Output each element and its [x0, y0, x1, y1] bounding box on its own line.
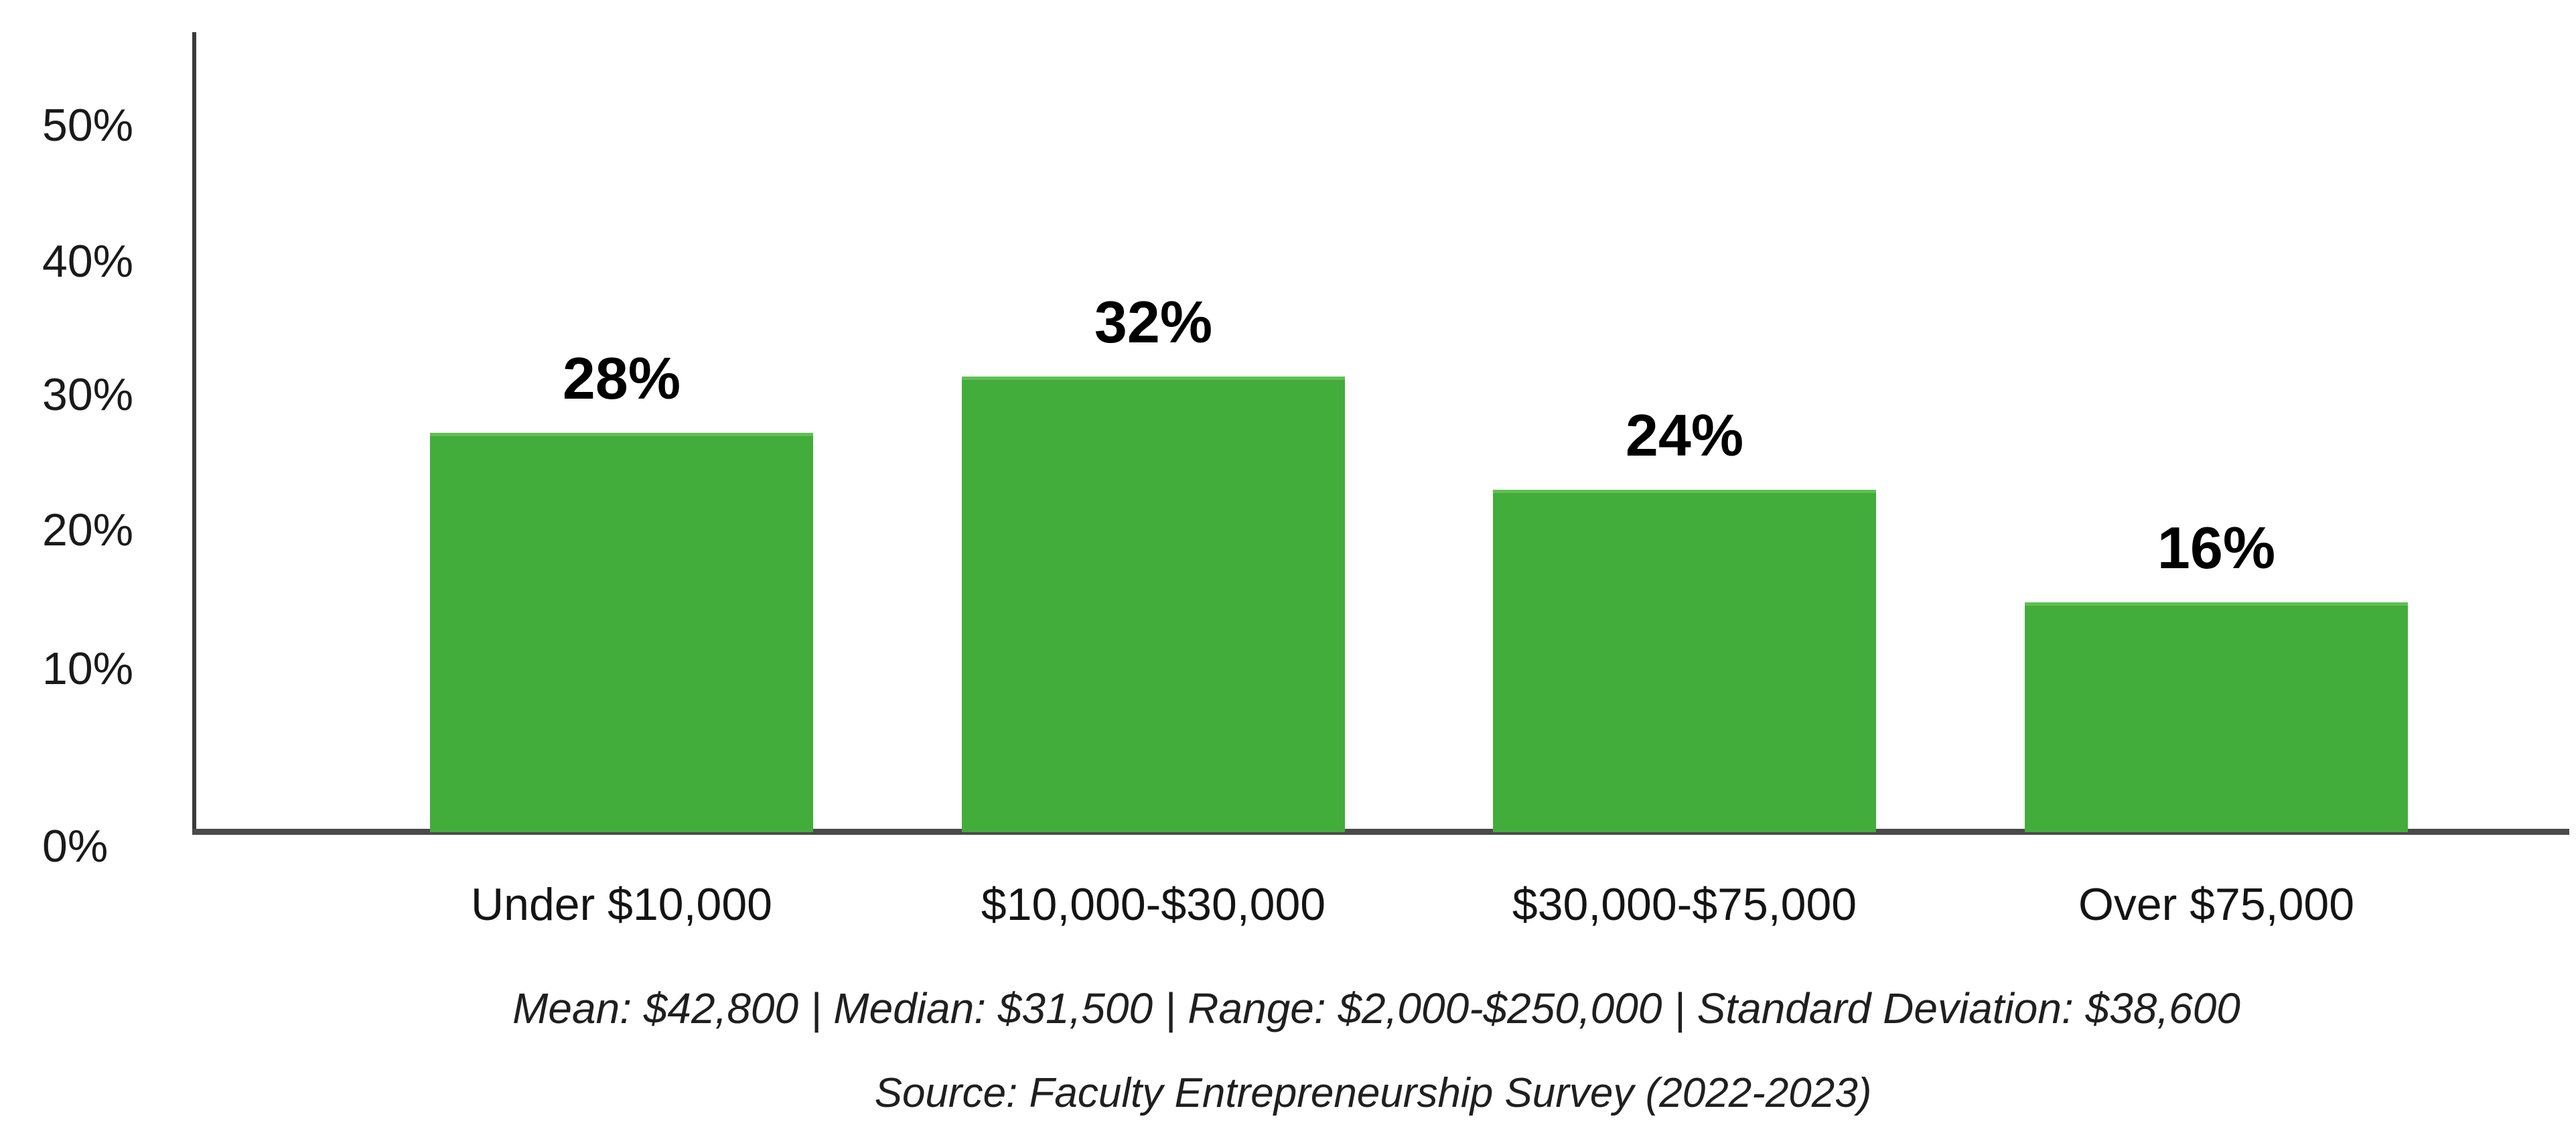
bar-value-label: 28%	[562, 345, 681, 411]
category-label-over-75000: Over $75,000	[2078, 879, 2355, 930]
summary-statistics-line: Mean: $42,800 | Median: $31,500 | Range:…	[512, 984, 2240, 1032]
bar-under-10000	[430, 433, 813, 832]
y-tick-label-0: 0%	[42, 821, 109, 872]
y-tick-label-30: 30%	[42, 369, 134, 420]
y-tick-label-20: 20%	[42, 505, 134, 555]
category-label-30000-75000: $30,000-$75,000	[1512, 879, 1857, 930]
y-tick-label-50: 50%	[42, 100, 134, 151]
bar-value-label: 32%	[1094, 289, 1213, 355]
bar-10000-30000	[962, 377, 1345, 832]
source-attribution-line: Source: Faculty Entrepreneurship Survey …	[874, 1070, 1872, 1116]
x-axis-line	[192, 829, 2569, 835]
y-tick-label-40: 40%	[42, 236, 134, 287]
category-label-10000-30000: $10,000-$30,000	[981, 879, 1326, 930]
bar-30000-75000	[1493, 490, 1876, 832]
bar-value-label: 24%	[1625, 402, 1744, 468]
y-axis-line	[192, 32, 196, 833]
bar-value-label: 16%	[2157, 515, 2276, 581]
y-tick-label-10: 10%	[42, 643, 134, 694]
category-label-under-10000: Under $10,000	[471, 879, 772, 930]
bar-over-75000	[2025, 602, 2408, 832]
